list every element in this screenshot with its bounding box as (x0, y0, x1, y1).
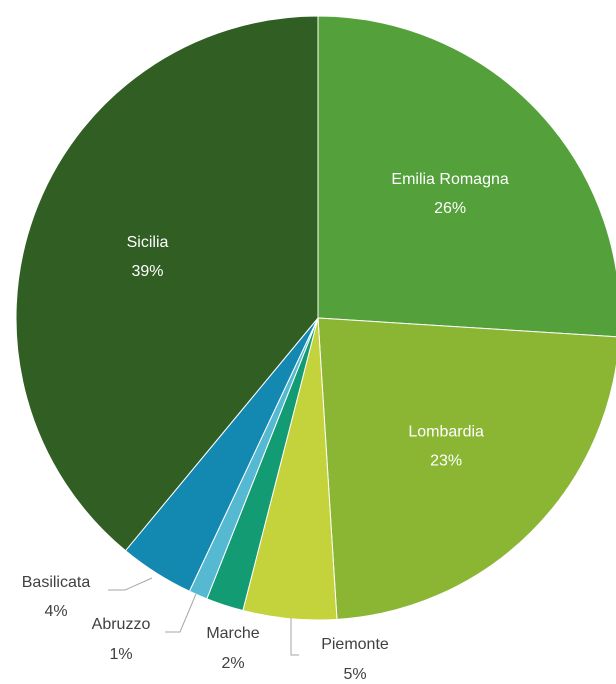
slice-value-label: 2% (221, 655, 244, 672)
pie-slice (15, 15, 319, 552)
slice-value-label: 5% (343, 666, 366, 683)
slice-label: Basilicata (22, 574, 91, 591)
slice-value-label: 26% (434, 200, 466, 217)
leader-line (165, 593, 197, 633)
slice-label: Piemonte (321, 636, 389, 653)
slice-label: Lombardia (408, 423, 484, 440)
leader-line (108, 577, 153, 591)
slice-label: Sicilia (127, 234, 169, 251)
pie-slice (317, 15, 616, 338)
slice-label: Abruzzo (92, 616, 151, 633)
slice-label: Marche (206, 625, 259, 642)
slice-value-label: 4% (44, 603, 67, 620)
leader-line (290, 618, 299, 656)
slice-value-label: 1% (109, 646, 132, 663)
pie-slice (317, 317, 616, 620)
slice-value-label: 39% (131, 263, 163, 280)
slice-label: Emilia Romagna (391, 171, 508, 188)
slice-value-label: 23% (430, 452, 462, 469)
